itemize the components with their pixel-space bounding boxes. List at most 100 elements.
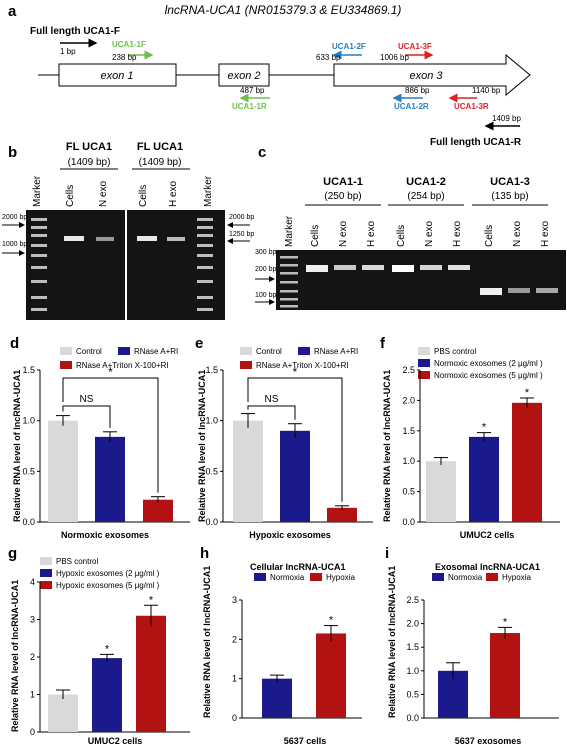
sig-star: * xyxy=(329,615,334,627)
bar xyxy=(136,615,166,732)
y-axis-label: Relative RNA level of lncRNA-UCA1 xyxy=(197,370,207,522)
c-m100: 100 bp xyxy=(255,292,277,299)
legend-label: Normoxia xyxy=(270,573,305,582)
x-axis-label: UMUC2 cells xyxy=(460,530,515,540)
sig-star: * xyxy=(482,422,487,434)
b-header-2: FL UCA1 xyxy=(137,141,183,153)
b-marker-band xyxy=(197,244,213,247)
b-lane-label: Cells xyxy=(138,185,149,207)
bar xyxy=(512,402,542,522)
exon-1-label: exon 1 xyxy=(100,70,133,82)
r1-label: UCA1-1R xyxy=(232,102,267,111)
bar xyxy=(48,694,78,732)
r3-bp: 1140 bp xyxy=(472,86,501,95)
bar xyxy=(469,436,499,522)
c-group-bp: (135 bp) xyxy=(491,191,528,202)
chart-d: d Control RNase A+RI RNase A+Triton X-100+R… xyxy=(10,335,190,540)
figure-title: lncRNA-UCA1 (NR015379.3 & EU334869.1) xyxy=(165,3,402,17)
f1-bp: 238 bp xyxy=(112,53,137,62)
legend-label: Hypoxic exosomes (5 μg/ml ) xyxy=(56,581,160,590)
legend-swatch xyxy=(418,347,430,355)
b-gel-bands xyxy=(31,218,213,311)
y-tick-label: 0.5 xyxy=(205,466,218,476)
sig-bracket xyxy=(247,377,343,502)
bar xyxy=(92,658,122,732)
ns-label: NS xyxy=(265,394,279,405)
x-axis-label: UMUC2 cells xyxy=(88,736,143,746)
b-band-cells xyxy=(137,236,157,241)
b-marker-band xyxy=(197,296,213,299)
legend-label: RNase A+RI xyxy=(314,347,358,356)
c-gel xyxy=(276,250,566,310)
y-tick-label: 1.5 xyxy=(402,426,415,436)
bar xyxy=(233,420,263,522)
c-m300: 300 bp xyxy=(255,249,277,256)
legend-label: RNase A+Triton X-100+RI xyxy=(256,361,349,370)
bar xyxy=(48,420,78,522)
sig-star: * xyxy=(108,365,113,379)
y-tick-label: 0.5 xyxy=(22,466,35,476)
sig-star: * xyxy=(105,643,110,655)
c-lane-label: Cells xyxy=(484,225,495,247)
f2-bp: 633 bp xyxy=(316,53,341,62)
exon-3-label: exon 3 xyxy=(409,70,443,82)
c-gel-bands xyxy=(280,256,558,308)
c-band xyxy=(334,265,356,270)
b-m1250r: 1250 bp xyxy=(229,231,254,238)
legend-label: Normoxic exosomes (2 μg/ml ) xyxy=(434,359,543,368)
y-tick-label: 1.0 xyxy=(22,416,35,426)
legend-label: PBS control xyxy=(56,557,98,566)
b-lane-label: N exo xyxy=(98,180,109,207)
legend-swatch xyxy=(40,569,52,577)
b-header-1-bp: (1409 bp) xyxy=(68,157,111,168)
y-axis-label: Relative RNA level of lncRNA-UCA1 xyxy=(10,580,20,732)
b-marker-band xyxy=(31,296,47,299)
c-band xyxy=(480,288,502,295)
y-tick-label: 2.0 xyxy=(402,395,415,405)
sig-star: * xyxy=(149,594,154,606)
b-marker-band xyxy=(197,254,213,257)
panel-b-letter: b xyxy=(8,144,17,161)
y-tick-label: 2 xyxy=(232,634,237,644)
y-tick-label: 1 xyxy=(232,674,237,684)
legend-swatch xyxy=(240,347,252,355)
c-band xyxy=(362,265,384,270)
c-lane-label: Cells xyxy=(396,225,407,247)
exon-2-label: exon 2 xyxy=(227,70,260,82)
b-marker-band xyxy=(197,218,213,221)
legend-label: RNase A+RI xyxy=(134,347,178,356)
y-tick-label: 0.5 xyxy=(402,487,415,497)
y-tick-label: 2.5 xyxy=(406,595,419,605)
legend-swatch xyxy=(418,371,430,379)
y-tick-label: 0.5 xyxy=(406,689,419,699)
b-lane-label: Marker xyxy=(203,175,214,207)
bar xyxy=(280,430,310,522)
sig-star: * xyxy=(293,365,298,379)
legend-swatch xyxy=(254,573,266,581)
x-axis-label: Hypoxic exosomes xyxy=(249,530,331,540)
panel-b: b FL UCA1 (1409 bp) FL UCA1 (1409 bp) Ma… xyxy=(2,141,254,320)
legend-swatch xyxy=(240,361,252,369)
exon-3-arrow xyxy=(333,53,531,97)
c-group-headers: UCA1-1 (250 bp) UCA1-2 (254 bp) UCA1-3 (135 b… xyxy=(305,176,548,206)
legend-swatch xyxy=(118,347,130,355)
c-band xyxy=(306,265,328,272)
panel-letter: e xyxy=(195,335,203,352)
y-tick-label: 0.0 xyxy=(406,713,419,723)
b-marker-band xyxy=(197,266,213,269)
x-axis-label: 5637 cells xyxy=(284,736,327,746)
c-group-name: UCA1-1 xyxy=(323,176,363,188)
ns-label: NS xyxy=(80,394,94,405)
panel-letter: f xyxy=(380,335,386,352)
b-marker-band xyxy=(31,226,47,229)
legend-swatch xyxy=(60,347,72,355)
panel-letter: h xyxy=(200,545,209,562)
b-marker-band xyxy=(31,234,47,237)
c-lane-label: N exo xyxy=(338,220,349,247)
sig-star: * xyxy=(503,616,508,628)
legend-label: Normoxia xyxy=(448,573,483,582)
ns-bracket xyxy=(62,405,111,428)
r2-bp: 886 bp xyxy=(405,86,430,95)
c-m200: 200 bp xyxy=(255,266,277,273)
